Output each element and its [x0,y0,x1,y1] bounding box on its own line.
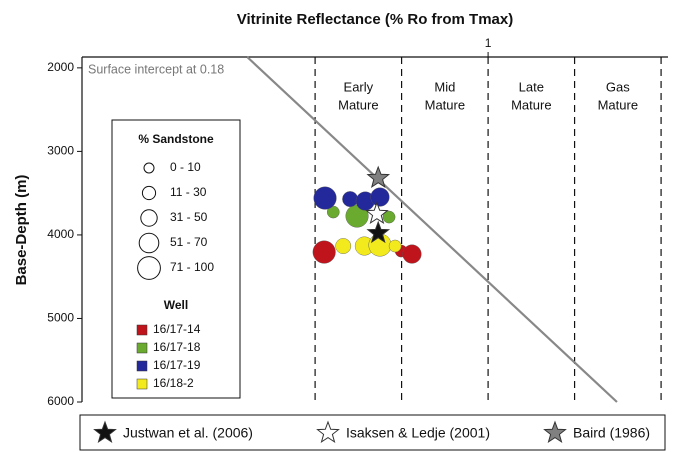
legend-label: 16/18-2 [153,376,194,390]
bubble [402,244,422,264]
x-tick-label: 1 [485,36,492,50]
zone-label: Early [344,79,374,94]
zone-label: Mature [598,97,638,112]
reference-legend-box [79,414,666,451]
reference-star [365,201,389,225]
y-axis-label: Base-Depth (m) [13,175,30,286]
bubble [312,240,336,264]
legend-star [316,420,340,444]
legend-label: 16/17-14 [153,322,201,336]
annotation: Surface intercept at 0.18 [88,62,224,76]
size-legend-circle [138,232,160,254]
trend-line [246,56,618,403]
legend-label: Justwan et al. (2006) [123,425,253,441]
legend-box [111,119,241,399]
zone-label: Gas [606,79,630,94]
size-legend-label: 31 - 50 [170,210,208,224]
zone-label: Mature [511,97,551,112]
legend-swatch [136,324,148,336]
size-legend-circle [143,162,155,174]
legend-star [93,420,117,444]
size-legend-circle [141,185,157,201]
reference-star [366,220,391,244]
size-legend-label: 51 - 70 [170,235,208,249]
legend-swatch [136,360,148,372]
legend-label: Isaksen & Ledje (2001) [346,425,490,441]
legend-label: 16/17-18 [153,340,201,354]
bubble [313,186,337,210]
y-tick-label: 3000 [47,144,74,158]
legend-swatch [136,342,148,354]
legend-label: 16/17-19 [153,358,201,372]
zone-label: Late [519,79,544,94]
size-legend-title: % Sandstone [138,132,214,146]
bubble [382,210,396,224]
y-tick-label: 6000 [47,394,74,408]
size-legend-label: 0 - 10 [170,160,201,174]
reference-star [366,165,391,189]
y-tick-label: 2000 [47,60,74,74]
legend-swatch [136,378,148,390]
legend-star [543,420,567,444]
bubble [335,238,352,254]
bubble [342,191,359,207]
size-legend-circle [140,209,158,227]
zone-label: Mature [425,97,465,112]
bubble [388,239,402,253]
y-tick-label: 5000 [47,311,74,325]
y-tick-label: 4000 [47,227,74,241]
bubble [370,187,390,207]
chart-title: Vitrinite Reflectance (% Ro from Tmax) [237,11,513,28]
size-legend-label: 11 - 30 [170,185,207,199]
legend-label: Baird (1986) [573,425,650,441]
zone-label: Mature [338,97,378,112]
size-legend-circle [137,256,161,280]
size-legend-label: 71 - 100 [170,260,214,274]
zone-label: Mid [434,79,455,94]
well-legend-title: Well [164,298,188,312]
